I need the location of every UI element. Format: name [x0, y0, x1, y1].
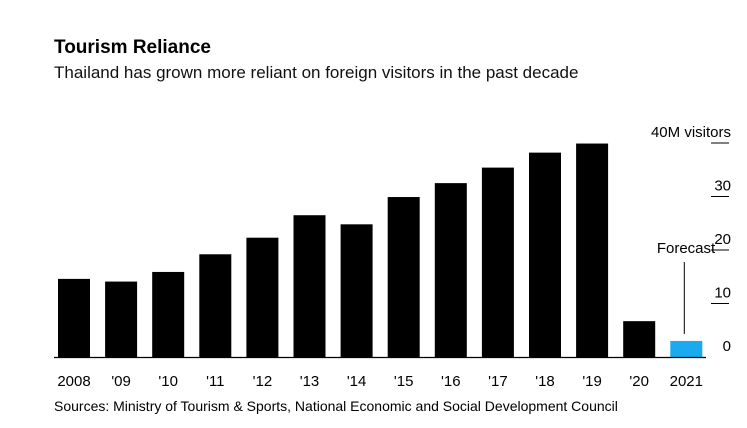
x-tick-label: '14: [347, 373, 367, 390]
bar-11: [199, 254, 232, 357]
bar-12: [246, 237, 279, 357]
forecast-annotation-label: Forecast: [657, 240, 716, 257]
x-tick-label: '18: [535, 373, 555, 390]
bar-10: [152, 271, 185, 357]
bar-17: [481, 167, 514, 357]
x-tick-label: 2008: [57, 373, 90, 390]
x-tick-label: '19: [582, 373, 602, 390]
chart-source: Sources: Ministry of Tourism & Sports, N…: [54, 398, 618, 414]
chart-subtitle: Thailand has grown more reliant on forei…: [54, 63, 579, 82]
x-tick-label: '17: [488, 373, 508, 390]
x-tick-label: '09: [111, 373, 131, 390]
x-tick-label: '15: [394, 373, 414, 390]
bar-13: [293, 215, 326, 357]
bar-14: [340, 224, 373, 357]
bar-2008: [58, 278, 90, 357]
y-tick-label: 40M visitors: [651, 124, 731, 141]
bar-15: [387, 197, 420, 357]
bar-18: [529, 152, 561, 357]
bar-20: [623, 321, 656, 357]
x-tick-label: '11: [206, 373, 224, 390]
x-tick-label: 2021: [670, 373, 703, 390]
bar-19: [576, 143, 609, 357]
y-tick-label: 20: [714, 231, 731, 248]
x-tick-label: '20: [629, 373, 649, 390]
bar-09: [105, 281, 138, 357]
x-tick-label: '13: [300, 373, 320, 390]
bar-2021: [670, 340, 703, 357]
y-tick-label: 10: [714, 285, 731, 302]
x-tick-label: '10: [158, 373, 178, 390]
x-tick-label: '12: [253, 373, 273, 390]
y-tick-label: 30: [714, 178, 731, 195]
chart-title: Tourism Reliance: [54, 37, 211, 58]
bar-16: [434, 183, 467, 357]
y-tick-label: 0: [723, 338, 731, 355]
x-tick-label: '16: [441, 373, 461, 390]
